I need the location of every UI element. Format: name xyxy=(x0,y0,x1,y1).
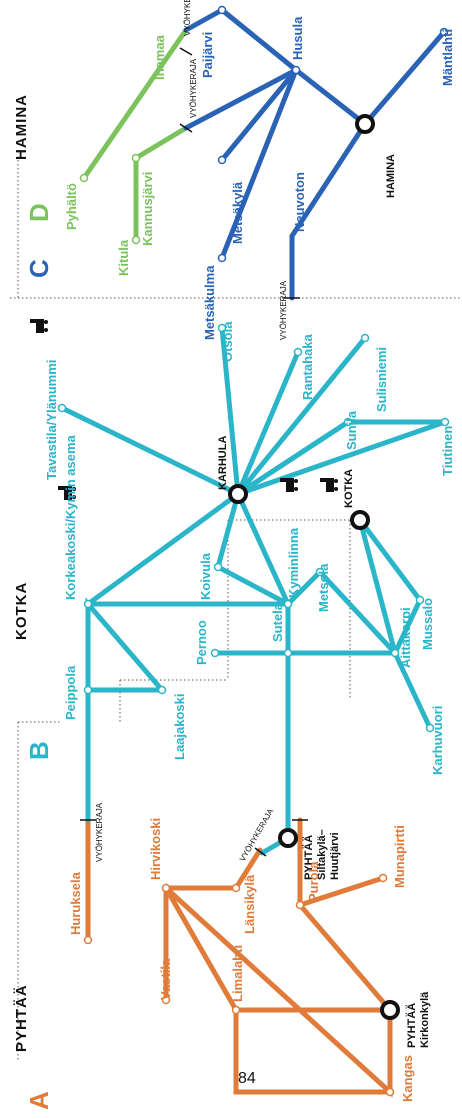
stop-sulisniemi: Sulisniemi xyxy=(374,347,389,412)
stop-hirvikoski: Hirvikoski xyxy=(148,818,163,880)
stop-metsakyla: Metsäkylä xyxy=(230,181,245,244)
hub-pyhtaa-kirkonkyla xyxy=(380,1000,400,1020)
hub-label-pyhtaa-siltakyla: PYHTÄÄ Siltakylä– Huutjärvi xyxy=(302,826,341,880)
stop-kitula: Kitula xyxy=(116,239,131,276)
zone-letter-d: D xyxy=(24,203,54,222)
hub-karhula xyxy=(228,484,248,504)
stop-huruksela: Huruksela xyxy=(68,871,83,935)
stop-paijarvi: Paijärvi xyxy=(200,32,215,78)
stop-kannusjarvi: Kannusjärvi xyxy=(140,172,155,246)
hub-hamina xyxy=(355,114,375,134)
zone-letter-a: A xyxy=(24,1091,54,1110)
stop-peippola: Peippola xyxy=(63,665,78,720)
stop-vastila: Vastila xyxy=(158,958,173,1000)
zone-border-ticks xyxy=(80,47,308,857)
stop-korkeakoski: Korkeakoski/Kymin asema xyxy=(63,434,78,600)
stop-aittakorpi: Aittakorpi xyxy=(398,607,413,668)
stop-tiutinen: Tiutinen xyxy=(440,426,455,476)
blue-lines xyxy=(183,7,447,301)
hub-circles xyxy=(228,114,400,1020)
hub-pyhtaa-siltakyla xyxy=(278,828,298,848)
stop-metsakulma: Metsäkulma xyxy=(202,265,217,340)
stop-husula: Husula xyxy=(290,16,305,60)
stop-otsola: Otsola xyxy=(220,321,235,362)
zone-letter-b: B xyxy=(24,741,54,760)
stop-sutela: Sutela xyxy=(270,602,285,642)
region-pyhtaa: PYHTÄÄ xyxy=(13,984,30,1052)
zone-border-label: VYÖHYKERAJA xyxy=(183,0,192,36)
hub-kotka xyxy=(350,510,370,530)
stop-sunila: Sunila xyxy=(344,410,359,450)
stop-limalahti: Limalahti xyxy=(230,945,245,1002)
train-station-icon xyxy=(30,319,338,500)
stop-tavastila: Tavastila/Ylänummi xyxy=(44,360,59,480)
stop-munapirtti: Munapirtti xyxy=(392,825,407,888)
stop-pyhalto: Pyhältö xyxy=(64,183,79,230)
stop-rantahaka: Rantahaka xyxy=(300,333,315,400)
stop-ihamaa: Ihamaa xyxy=(152,34,167,80)
stop-kyminlinna: Kyminlinna xyxy=(286,527,301,598)
stop-kangas: Kangas xyxy=(400,1055,415,1102)
stop-lansikyla: Länsikylä xyxy=(242,874,257,934)
hub-label-hamina: HAMINA xyxy=(385,154,397,198)
zone-border-label: VYÖHYKERAJA xyxy=(279,280,288,340)
zone-border-label: VYÖHYKERAJA xyxy=(95,802,104,862)
zone-letter-c: C xyxy=(24,259,54,278)
stop-dots xyxy=(57,5,450,1097)
stop-laajakoski: Laajakoski xyxy=(172,694,187,761)
zone-border-label: VYÖHYKERAJA xyxy=(189,58,198,118)
page-number: 84 xyxy=(238,1070,256,1087)
hub-label-pyhtaa-kirkonkyla: PYHTÄÄ Kirkonkylä xyxy=(405,991,431,1048)
stop-purola: Purola xyxy=(306,861,321,902)
region-hamina: HAMINA xyxy=(13,94,30,160)
stop-pernoo: Pernoo xyxy=(194,620,209,665)
green-lines xyxy=(81,27,189,243)
stop-mussalo: Mussalo xyxy=(420,598,435,650)
region-kotka: KOTKA xyxy=(13,582,30,640)
stop-mantlahti: Mäntlahti xyxy=(440,29,455,86)
hub-label-kotka: KOTKA xyxy=(343,469,355,508)
stop-koivula: Koivula xyxy=(198,552,213,600)
hub-label-karhula: KARHULA xyxy=(217,436,229,490)
stop-metsola: Metsola xyxy=(316,563,331,612)
stop-karhuvuori: Karhuvuori xyxy=(430,706,445,775)
stop-neuvoton: Neuvoton xyxy=(292,172,307,232)
